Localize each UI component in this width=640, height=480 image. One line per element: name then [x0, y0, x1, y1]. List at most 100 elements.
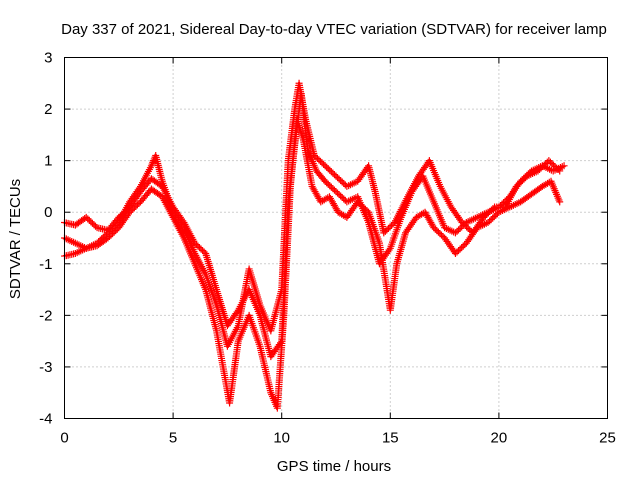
data-point [430, 224, 438, 232]
data-point [380, 229, 388, 237]
data-point [318, 159, 326, 167]
data-point [335, 191, 343, 199]
data-point [490, 213, 498, 221]
data-point [360, 204, 368, 212]
data-point [90, 221, 98, 229]
y-tick-labels: -4 -3 -2 -1 0 1 2 3 [39, 50, 52, 428]
data-point [326, 166, 334, 174]
data-point [329, 169, 337, 177]
data-point [197, 245, 205, 253]
data-point [520, 175, 528, 183]
data-point [489, 205, 497, 213]
data-point [233, 308, 241, 316]
data-point [464, 224, 472, 232]
data-point [195, 244, 203, 252]
data-point [334, 189, 342, 197]
chart-title: Day 337 of 2021, Sidereal Day-to-day VTE… [61, 21, 607, 38]
data-point [320, 160, 328, 168]
data-point [105, 227, 113, 235]
y-tick-label: 1 [44, 153, 52, 170]
data-point [383, 226, 391, 234]
y-tick-label: -1 [39, 256, 52, 273]
data-point [102, 230, 110, 238]
plot-frame [64, 57, 608, 419]
data-point [512, 182, 520, 190]
data-point [545, 157, 553, 165]
data-point [337, 177, 345, 185]
data-point [149, 158, 157, 166]
data-point [385, 246, 393, 254]
data-point [381, 227, 389, 235]
data-point [453, 227, 461, 235]
data-point [560, 162, 568, 170]
y-tick-label: 2 [44, 101, 52, 118]
data-point [487, 206, 495, 214]
data-point [338, 193, 346, 201]
y-tick-label: 3 [44, 50, 52, 67]
data-point [459, 242, 467, 250]
data-point [480, 213, 488, 221]
data-point [489, 214, 497, 222]
x-tick-label: 0 [60, 430, 68, 447]
data-point [98, 235, 106, 243]
data-point [323, 163, 331, 171]
x-tick-label: 20 [491, 430, 508, 447]
data-point [326, 182, 334, 190]
data-point [486, 217, 494, 225]
data-point [534, 167, 542, 175]
data-point [321, 162, 329, 170]
data-point [355, 199, 363, 207]
data-point [127, 207, 135, 215]
x-tick-label: 15 [382, 430, 399, 447]
data-point [112, 221, 120, 229]
y-tick-label: 0 [44, 204, 52, 221]
data-point [484, 209, 492, 217]
y-tick-label: -2 [39, 307, 52, 324]
data-point [515, 179, 523, 187]
data-point [431, 225, 439, 233]
grid [64, 57, 608, 419]
data-point [199, 247, 207, 255]
data-point [487, 216, 495, 224]
data-point [130, 204, 138, 212]
data-point [315, 156, 323, 164]
data-point [451, 249, 459, 257]
data-point [332, 172, 340, 180]
data-point [486, 207, 494, 215]
data-point [99, 233, 107, 241]
data-point [433, 227, 441, 235]
y-tick-label: -4 [39, 411, 52, 428]
data-point [96, 236, 104, 244]
data-point [455, 226, 463, 234]
data-point [436, 230, 444, 238]
data-point [88, 219, 96, 227]
data-point [327, 168, 335, 176]
data-point [546, 158, 554, 166]
data-point [386, 223, 394, 231]
data-point [324, 165, 332, 173]
data-point [324, 180, 332, 188]
data-point [536, 165, 544, 173]
data-point [460, 220, 468, 228]
data-point [514, 181, 522, 189]
data-point [194, 242, 202, 250]
data-point [93, 239, 101, 247]
data-point [483, 210, 491, 218]
data-point [95, 238, 103, 246]
data-point [338, 178, 346, 186]
data-point [107, 226, 115, 234]
data-point [110, 223, 118, 231]
data-point [135, 184, 143, 192]
data-point [354, 198, 362, 206]
data-point [458, 244, 466, 252]
data-point [361, 205, 369, 213]
data-point [384, 224, 392, 232]
data-point [517, 178, 525, 186]
data-point [323, 179, 331, 187]
data-point [456, 224, 464, 232]
data-point [82, 213, 90, 221]
data-point [518, 177, 526, 185]
data-point [551, 163, 559, 171]
x-tick-labels: 0 5 10 15 20 25 [60, 430, 616, 447]
